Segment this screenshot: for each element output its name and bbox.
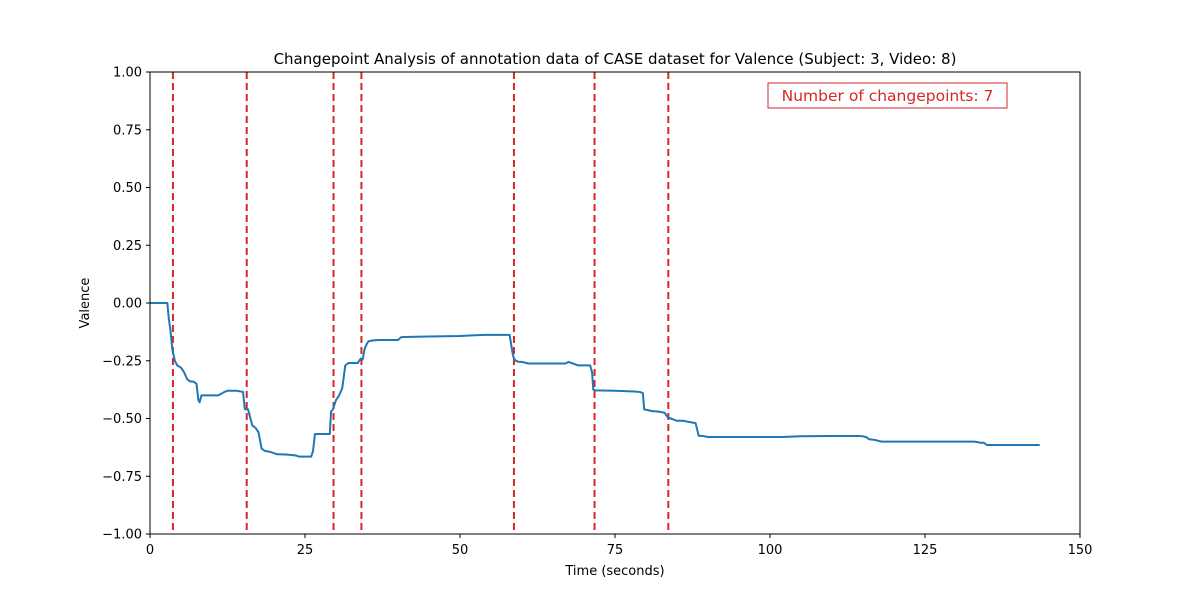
x-tick-label: 25	[297, 543, 314, 558]
y-tick-label: −1.00	[102, 528, 142, 543]
x-tick-label: 100	[758, 543, 783, 558]
x-axis-label: Time (seconds)	[564, 564, 664, 579]
x-tick-label: 50	[452, 543, 469, 558]
x-tick-label: 75	[607, 543, 624, 558]
chart-title: Changepoint Analysis of annotation data …	[274, 50, 957, 68]
series-layer	[150, 302, 1040, 458]
y-tick-label: 1.00	[113, 66, 142, 81]
y-tick-label: 0.00	[113, 297, 142, 312]
y-axis-label: Valence	[78, 278, 93, 329]
annotation-box	[767, 82, 1008, 109]
y-tick-label: 0.50	[113, 181, 142, 196]
y-tick-label: 0.75	[113, 123, 142, 138]
y-tick-label: 0.25	[113, 239, 142, 254]
x-tick-label: 0	[146, 543, 154, 558]
x-tick-label: 125	[913, 543, 938, 558]
x-axis: 0 25 50 75 100 125 150	[146, 534, 1093, 558]
changepoint-lines	[171, 72, 670, 534]
y-axis: −1.00 −0.75 −0.50 −0.25 0.00 0.25 0.50 0.75 1.00	[102, 66, 150, 543]
y-tick-label: −0.50	[102, 412, 142, 427]
annotation-text: Number of changepoints: 7	[782, 87, 994, 105]
changepoint-count-annotation: Number of changepoints: 7	[767, 82, 1008, 109]
y-tick-label: −0.75	[102, 470, 142, 485]
plot-area	[150, 72, 1040, 534]
x-tick-label: 150	[1068, 543, 1093, 558]
valence-series-line	[150, 302, 1040, 458]
y-tick-label: −0.25	[102, 354, 142, 369]
